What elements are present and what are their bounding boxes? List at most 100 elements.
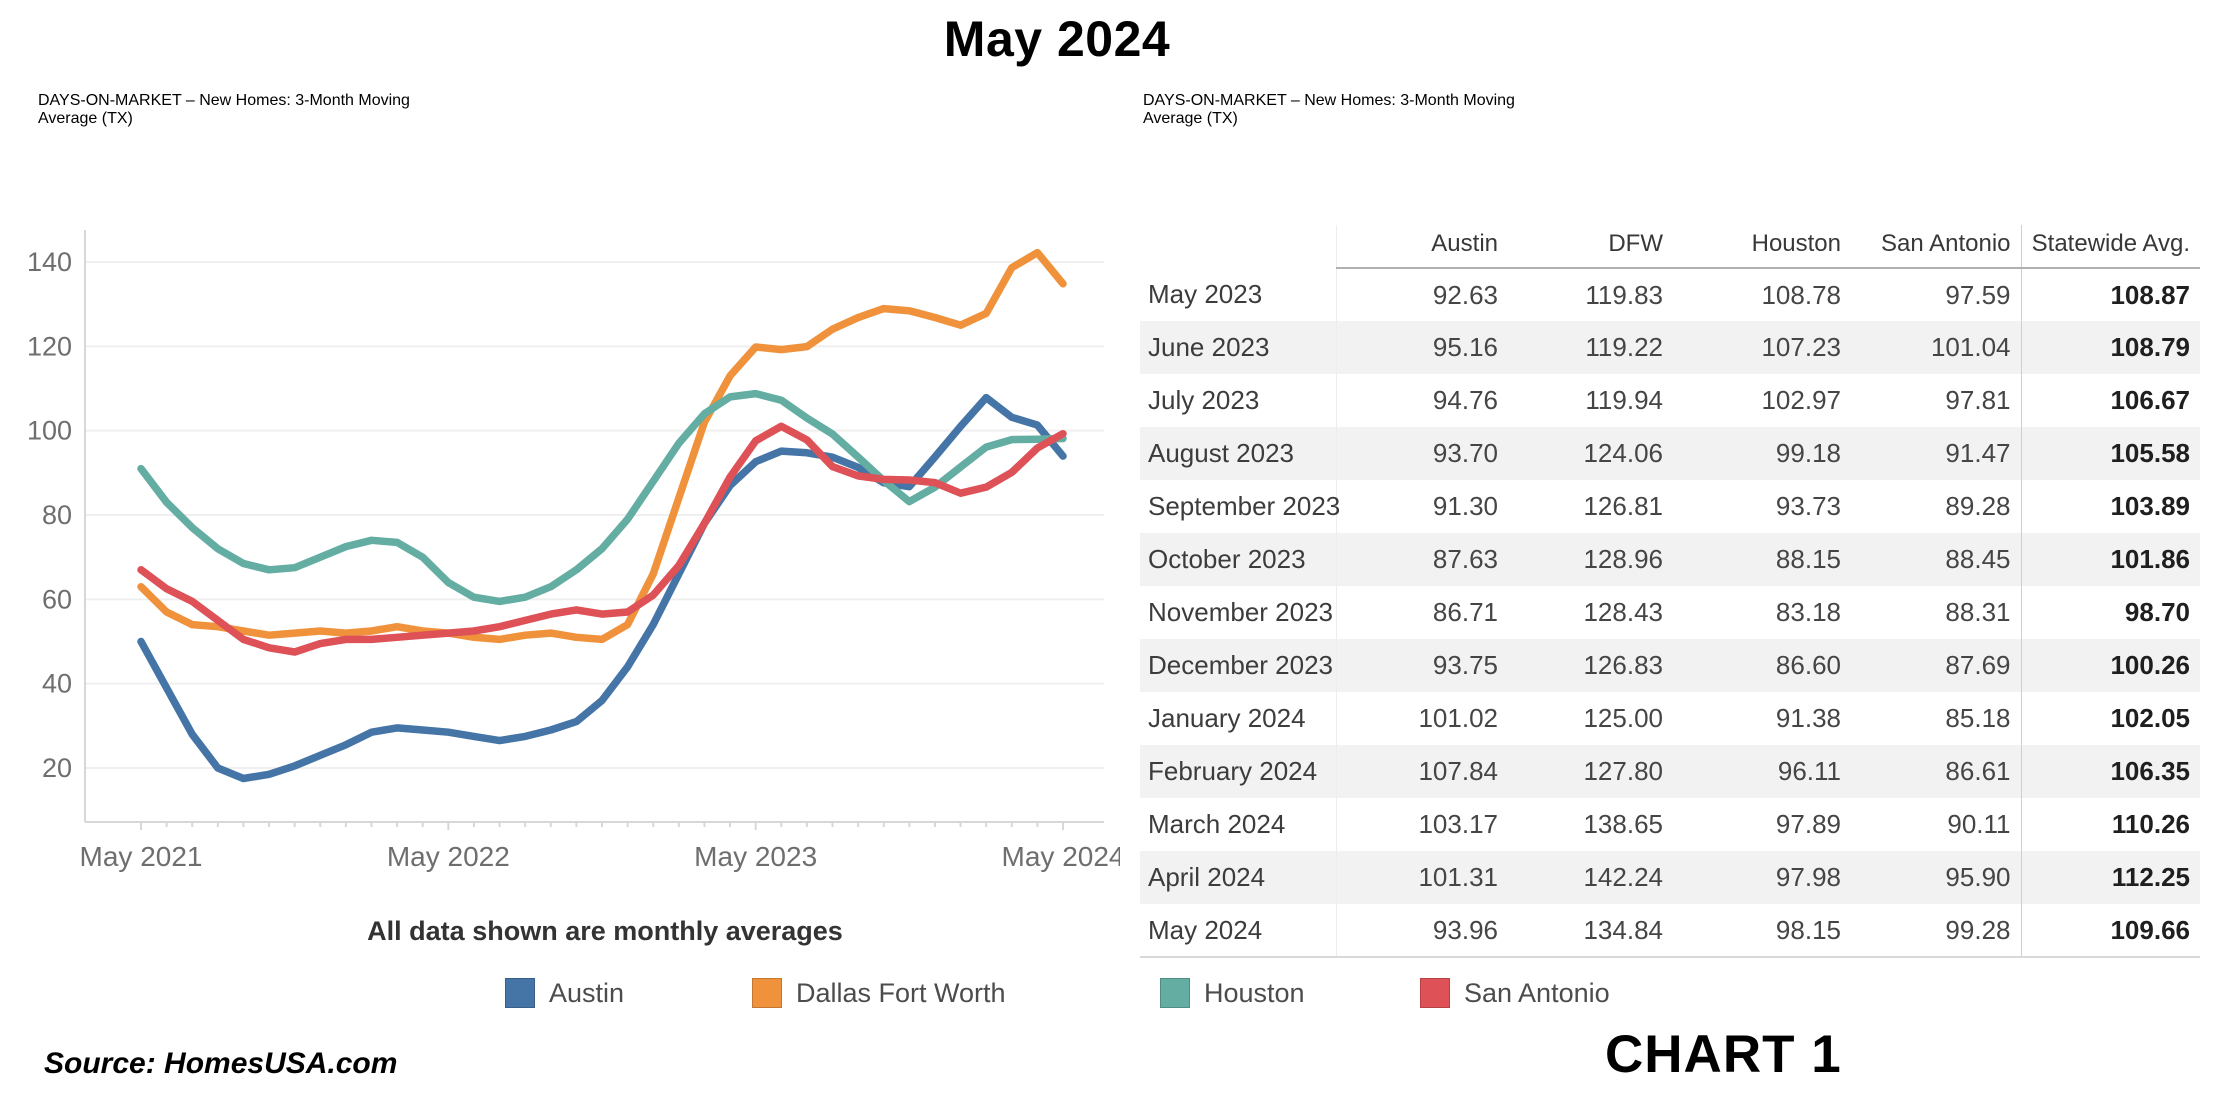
table-cell: 107.23 — [1761, 332, 1841, 362]
table-cell-statewide: 106.35 — [2020, 745, 2200, 798]
dom-line-chart: 20 40 60 80 100 120 140 May 2021 May 2022 May 202… — [27, 230, 1120, 872]
table-cell: 99.18 — [1775, 438, 1841, 468]
chart-number-label: CHART 1 — [1605, 1025, 1842, 1084]
table-row: June 2023 95.16 119.22 107.23 101.04 108.79 — [1140, 321, 2200, 374]
table-cell: 97.81 — [1945, 385, 2011, 415]
table-cell: 128.96 — [1583, 544, 1663, 574]
table-cell: 85.18 — [1945, 703, 2011, 733]
table-row: December 2023 93.75 126.83 86.60 87.69 100.26 — [1140, 639, 2200, 692]
series-line-austin — [137, 393, 1067, 783]
column-header-dfw: DFW — [1508, 225, 1673, 269]
legend-item-dallas-fort-worth[interactable]: Dallas Fort Worth — [752, 978, 1006, 1008]
column-header-san-antonio: San Antonio — [1851, 225, 2021, 269]
source-note: Source: HomesUSA.com — [44, 1047, 398, 1080]
table-cell-statewide: 110.26 — [2020, 798, 2200, 851]
row-label: March 2024 — [1148, 809, 1286, 839]
table-cell: 108.78 — [1761, 279, 1841, 310]
table-cell: 89.28 — [1945, 491, 2011, 521]
legend-label: Houston — [1204, 977, 1305, 1008]
row-label: February 2024 — [1148, 756, 1318, 786]
table-cell-statewide: 112.25 — [2020, 851, 2200, 904]
table-cell: 88.31 — [1945, 597, 2011, 627]
table-cell: 102.97 — [1761, 385, 1841, 415]
table-cell: 94.76 — [1335, 374, 1508, 427]
series-line-houston — [137, 389, 1067, 606]
table-cell: 97.59 — [1945, 279, 2011, 310]
table-row: February 2024 107.84 127.80 96.11 86.61 106.3… — [1140, 745, 2200, 798]
table-cell: 92.63 — [1335, 268, 1508, 321]
table-cell-statewide: 108.79 — [2020, 321, 2200, 374]
table-cell: 88.15 — [1775, 544, 1841, 574]
row-label: August 2023 — [1148, 438, 1295, 468]
legend-item-san-antonio[interactable]: San Antonio — [1420, 978, 1610, 1008]
table-cell: 142.24 — [1583, 862, 1663, 892]
table-cell-statewide: 103.89 — [2020, 480, 2200, 533]
legend-label: Dallas Fort Worth — [796, 977, 1006, 1008]
table-cell: 101.02 — [1335, 692, 1508, 745]
y-axis-label-140: 140 — [27, 247, 72, 277]
table-cell: 134.84 — [1508, 904, 1673, 958]
row-label: April 2024 — [1148, 862, 1266, 892]
table-title-line1: DAYS-ON-MARKET – New Homes: 3-Month Movi… — [1143, 92, 1515, 109]
table-cell: 126.83 — [1583, 650, 1663, 680]
y-axis-label-80: 80 — [42, 500, 72, 530]
table-row: September 2023 91.30 126.81 93.73 89.28 103.8… — [1140, 480, 2200, 533]
table-cell: 96.11 — [1777, 756, 1841, 786]
series-line-san-antonio — [137, 422, 1067, 656]
legend-label: San Antonio — [1464, 977, 1610, 1008]
table-cell: 86.61 — [1945, 756, 2011, 786]
legend-label: Austin — [549, 977, 625, 1008]
table-cell: 107.84 — [1335, 745, 1508, 798]
table-cell-statewide: 106.67 — [2020, 374, 2200, 427]
table-cell: 86.60 — [1775, 650, 1841, 680]
row-label: September 2023 — [1148, 491, 1341, 521]
table-cell: 101.31 — [1335, 851, 1508, 904]
row-label: June 2023 — [1148, 332, 1270, 362]
table-row: January 2024 101.02 125.00 91.38 85.18 102.05 — [1140, 692, 2200, 745]
row-label: May 2023 — [1148, 279, 1263, 309]
legend-item-houston[interactable]: Houston — [1160, 978, 1305, 1008]
line-chart-title-line2: Average (TX) — [38, 110, 133, 127]
row-label: December 2023 — [1148, 650, 1333, 680]
y-axis-label-100: 100 — [27, 416, 72, 446]
table-row: May 2024 93.96 134.84 98.15 99.28 109.66 — [1140, 904, 2200, 958]
table-cell: 93.73 — [1775, 491, 1841, 521]
legend-swatch-icon — [1420, 978, 1450, 1008]
table-cell-statewide: 101.86 — [2020, 533, 2200, 586]
table-cell-statewide: 105.58 — [2020, 427, 2200, 480]
table-header-row: Austin DFW Houston San Antonio Statewide Avg… — [1140, 225, 2200, 269]
table-cell: 119.94 — [1585, 385, 1663, 415]
table-cell: 119.22 — [1585, 332, 1663, 362]
table-cell: 125.00 — [1583, 703, 1663, 733]
table-cell: 87.69 — [1945, 650, 2011, 680]
table-cell-statewide: 102.05 — [2020, 692, 2200, 745]
table-cell-statewide: 109.66 — [2020, 904, 2200, 958]
x-axis-label-may-2021: May 2021 — [80, 841, 203, 872]
table-cell: 88.45 — [1945, 544, 2011, 574]
table-cell: 97.98 — [1775, 862, 1841, 892]
legend-swatch-icon — [1160, 978, 1190, 1008]
table-cell: 91.47 — [1945, 438, 2011, 468]
table-row: November 2023 86.71 128.43 83.18 88.31 98.70 — [1140, 586, 2200, 639]
legend-swatch-icon — [505, 978, 535, 1008]
table-cell: 95.90 — [1945, 862, 2011, 892]
table-cell-statewide: 98.70 — [2020, 586, 2200, 639]
line-chart-title-line1: DAYS-ON-MARKET – New Homes: 3-Month Movi… — [38, 92, 410, 109]
table-cell: 86.71 — [1335, 586, 1508, 639]
table-cell: 83.18 — [1775, 597, 1841, 627]
column-header-austin: Austin — [1335, 225, 1508, 269]
x-axis-label-may-2024: May 2024 — [1002, 841, 1120, 872]
legend-item-austin[interactable]: Austin — [505, 978, 624, 1008]
table-cell: 127.80 — [1583, 756, 1663, 786]
chart-caption: All data shown are monthly averages — [367, 916, 843, 946]
table-row: April 2024 101.31 142.24 97.98 95.90 112.25 — [1140, 851, 2200, 904]
table-title-line2: Average (TX) — [1143, 110, 1238, 127]
table-cell: 93.96 — [1335, 904, 1508, 958]
table-cell: 101.04 — [1930, 332, 2011, 362]
line-chart-title: DAYS-ON-MARKET – New Homes: 3-Month Movi… — [38, 92, 1018, 128]
row-label: May 2024 — [1140, 904, 1336, 958]
table-row: August 2023 93.70 124.06 99.18 91.47 105.58 — [1140, 427, 2200, 480]
y-axis-label-120: 120 — [27, 331, 72, 361]
y-axis-label-20: 20 — [42, 753, 72, 783]
page-title: May 2024 — [943, 11, 1171, 67]
